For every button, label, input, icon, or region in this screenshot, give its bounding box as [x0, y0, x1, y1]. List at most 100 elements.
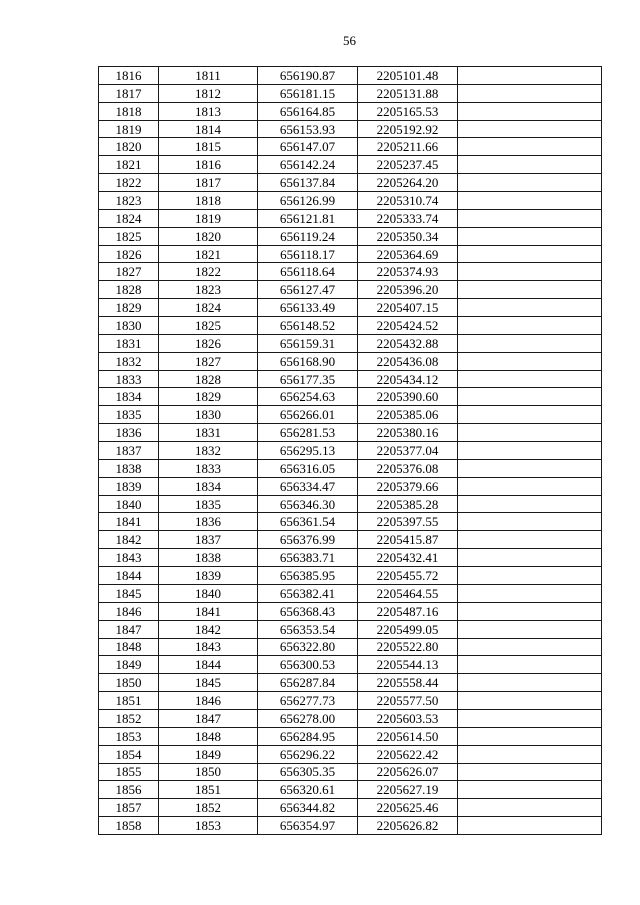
table-cell: 2205407.15	[357, 298, 458, 318]
table-cell: 656177.35	[257, 369, 358, 389]
table-cell: 1856	[98, 780, 159, 800]
table-cell: 1823	[158, 280, 258, 300]
table-cell: 1857	[98, 798, 159, 818]
table-cell	[457, 619, 602, 639]
table-cell: 2205626.82	[357, 816, 458, 835]
table-cell: 1833	[98, 369, 159, 389]
table-cell: 2205364.69	[357, 244, 458, 264]
table-cell: 2205436.08	[357, 351, 458, 371]
table-cell: 656164.85	[257, 101, 358, 121]
table-cell: 656118.64	[257, 262, 358, 282]
table-cell: 656334.47	[257, 476, 358, 496]
table-cell: 1840	[158, 583, 258, 603]
table-cell: 656148.52	[257, 316, 358, 335]
table-cell: 656385.95	[257, 566, 358, 585]
table-cell	[457, 548, 602, 568]
table-cell: 656284.95	[257, 726, 358, 746]
table-cell: 1829	[98, 298, 159, 318]
table-cell: 1855	[98, 762, 159, 782]
table-cell: 2205333.74	[357, 208, 458, 228]
table-cell: 1837	[98, 441, 159, 460]
table-cell: 1843	[158, 637, 258, 657]
table-cell: 2205350.34	[357, 226, 458, 246]
table-cell: 1819	[98, 119, 159, 139]
table-row: 1833 1828 656177.35 2205434.12	[98, 369, 602, 389]
table-cell: 1839	[158, 566, 258, 585]
table-cell: 656368.43	[257, 601, 358, 621]
table-cell: 1832	[158, 441, 258, 460]
table-cell	[457, 83, 602, 103]
table-row: 1858 1853 656354.97 2205626.82	[98, 816, 602, 835]
table-cell: 656305.35	[257, 762, 358, 782]
table-cell: 656126.99	[257, 191, 358, 210]
table-cell: 1815	[158, 137, 258, 157]
table-row: 1834 1829 656254.63 2205390.60	[98, 387, 602, 407]
table-row: 1822 1817 656137.84 2205264.20	[98, 173, 602, 193]
table-cell: 1825	[158, 316, 258, 335]
table-cell: 2205558.44	[357, 673, 458, 693]
data-table: 1816 1811 656190.87 2205101.48 1817 1812 65618…	[98, 66, 602, 835]
table-row: 1856 1851 656320.61 2205627.19	[98, 780, 602, 800]
table-cell: 1828	[158, 369, 258, 389]
table-cell	[457, 655, 602, 675]
table-cell	[457, 155, 602, 175]
table-cell: 1850	[98, 673, 159, 693]
table-cell: 656159.31	[257, 333, 358, 353]
table-row: 1855 1850 656305.35 2205626.07	[98, 762, 602, 782]
table-cell: 656346.30	[257, 494, 358, 514]
table-cell: 1822	[158, 262, 258, 282]
table-row: 1831 1826 656159.31 2205432.88	[98, 333, 602, 353]
table-cell: 656287.84	[257, 673, 358, 693]
table-cell: 1841	[98, 512, 159, 532]
table-cell: 1853	[98, 726, 159, 746]
table-cell	[457, 530, 602, 550]
table-cell: 656320.61	[257, 780, 358, 800]
table-cell: 656344.82	[257, 798, 358, 818]
table-row: 1817 1812 656181.15 2205131.88	[98, 83, 602, 103]
table-cell: 2205192.92	[357, 119, 458, 139]
table-cell	[457, 441, 602, 460]
table-cell: 2205424.52	[357, 316, 458, 335]
table-cell	[457, 476, 602, 496]
table-cell: 2205455.72	[357, 566, 458, 585]
table-cell: 1850	[158, 762, 258, 782]
table-cell: 1852	[158, 798, 258, 818]
table-cell: 2205603.53	[357, 708, 458, 728]
table-cell	[457, 351, 602, 371]
table-row: 1819 1814 656153.93 2205192.92	[98, 119, 602, 139]
table-cell: 656153.93	[257, 119, 358, 139]
table-cell: 1830	[98, 316, 159, 335]
table-cell: 1838	[98, 458, 159, 478]
table-cell	[457, 316, 602, 335]
table-row: 1857 1852 656344.82 2205625.46	[98, 798, 602, 818]
table-cell	[457, 744, 602, 764]
table-cell: 1847	[158, 708, 258, 728]
table-cell: 2205374.93	[357, 262, 458, 282]
table-cell: 2205464.55	[357, 583, 458, 603]
table-cell: 2205625.46	[357, 798, 458, 818]
table-row: 1839 1834 656334.47 2205379.66	[98, 476, 602, 496]
table-cell: 2205614.50	[357, 726, 458, 746]
table-cell: 1858	[98, 816, 159, 835]
table-cell: 1821	[158, 244, 258, 264]
table-cell: 656376.99	[257, 530, 358, 550]
table-cell: 656266.01	[257, 405, 358, 425]
table-cell: 1838	[158, 548, 258, 568]
table-cell: 1827	[158, 351, 258, 371]
table-cell: 656278.00	[257, 708, 358, 728]
table-cell: 1846	[158, 691, 258, 710]
table-cell: 2205237.45	[357, 155, 458, 175]
table-row: 1841 1836 656361.54 2205397.55	[98, 512, 602, 532]
table-cell: 1831	[98, 333, 159, 353]
table-cell: 1823	[98, 191, 159, 210]
table-cell: 656322.80	[257, 637, 358, 657]
table-cell	[457, 208, 602, 228]
table-cell: 1845	[98, 583, 159, 603]
table-row: 1827 1822 656118.64 2205374.93	[98, 262, 602, 282]
table-cell: 2205432.88	[357, 333, 458, 353]
table-cell	[457, 369, 602, 389]
table-cell: 1828	[98, 280, 159, 300]
table-cell: 2205622.42	[357, 744, 458, 764]
table-cell: 1833	[158, 458, 258, 478]
table-cell: 1842	[98, 530, 159, 550]
